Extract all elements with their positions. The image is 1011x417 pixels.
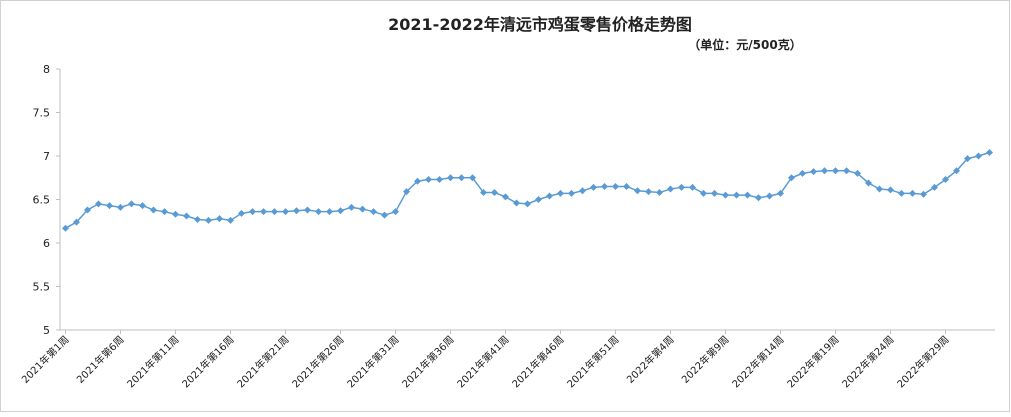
marker <box>898 189 905 197</box>
marker <box>942 175 949 183</box>
marker <box>436 175 443 183</box>
marker <box>700 189 707 197</box>
marker <box>920 190 927 198</box>
marker <box>293 207 300 215</box>
marker <box>733 191 740 199</box>
marker <box>227 216 234 224</box>
marker <box>953 167 960 175</box>
marker <box>689 183 696 191</box>
y-tick-label: 6 <box>43 237 50 250</box>
y-tick-label: 7.5 <box>33 107 51 120</box>
marker <box>788 174 795 182</box>
marker <box>645 188 652 196</box>
marker <box>634 187 641 195</box>
marker <box>249 208 256 216</box>
marker <box>161 208 168 216</box>
marker <box>469 174 476 182</box>
marker <box>810 168 817 176</box>
marker <box>623 182 630 190</box>
marker <box>260 208 267 216</box>
marker <box>403 188 410 196</box>
marker <box>975 152 982 160</box>
marker <box>183 212 190 220</box>
y-tick-label: 6.5 <box>33 194 51 207</box>
marker <box>766 192 773 200</box>
marker <box>568 189 575 197</box>
marker <box>546 192 553 200</box>
y-tick-label: 7 <box>43 150 50 163</box>
marker <box>744 191 751 199</box>
marker <box>172 210 179 218</box>
marker <box>854 169 861 177</box>
marker <box>106 202 113 210</box>
chart-title: 2021-2022年清远市鸡蛋零售价格走势图 <box>388 15 692 34</box>
marker <box>205 216 212 224</box>
marker <box>535 196 542 203</box>
marker <box>909 189 916 197</box>
marker <box>502 193 509 201</box>
marker <box>876 185 883 193</box>
marker <box>458 174 465 182</box>
marker <box>777 189 784 197</box>
marker <box>95 200 102 208</box>
marker <box>843 167 850 175</box>
y-tick-label: 8 <box>43 63 50 76</box>
marker <box>755 194 762 202</box>
marker <box>821 167 828 175</box>
marker <box>667 185 674 193</box>
marker <box>722 191 729 199</box>
marker <box>337 207 344 215</box>
marker <box>381 211 388 219</box>
marker <box>84 206 91 214</box>
marker <box>986 149 993 157</box>
marker <box>711 189 718 197</box>
marker <box>656 189 663 197</box>
marker <box>117 203 124 211</box>
marker <box>370 208 377 216</box>
marker <box>480 189 487 197</box>
marker <box>282 208 289 216</box>
marker <box>326 208 333 216</box>
marker <box>590 183 597 191</box>
marker <box>678 183 685 191</box>
marker <box>557 189 564 197</box>
marker <box>513 199 520 207</box>
marker <box>491 189 498 197</box>
marker <box>887 186 894 194</box>
marker <box>216 215 223 223</box>
marker <box>315 208 322 216</box>
marker <box>304 206 311 214</box>
marker <box>425 175 432 183</box>
marker <box>73 218 80 226</box>
marker <box>579 187 586 195</box>
y-tick-label: 5.5 <box>33 281 51 294</box>
marker <box>194 216 201 224</box>
marker <box>612 182 619 190</box>
marker <box>238 209 245 217</box>
marker <box>865 179 872 187</box>
marker <box>62 224 69 232</box>
marker <box>524 200 531 208</box>
chart-subtitle: （单位：元/500克） <box>688 37 801 52</box>
marker <box>128 200 135 208</box>
marker <box>447 174 454 182</box>
marker <box>799 169 806 177</box>
marker <box>601 182 608 190</box>
marker <box>964 155 971 163</box>
marker <box>348 203 355 211</box>
marker <box>832 167 839 175</box>
marker <box>271 208 278 216</box>
marker <box>139 202 146 210</box>
marker <box>150 206 157 214</box>
y-tick-label: 5 <box>43 324 50 337</box>
marker <box>359 205 366 213</box>
marker <box>392 208 399 216</box>
marker <box>931 183 938 191</box>
marker <box>414 177 421 185</box>
